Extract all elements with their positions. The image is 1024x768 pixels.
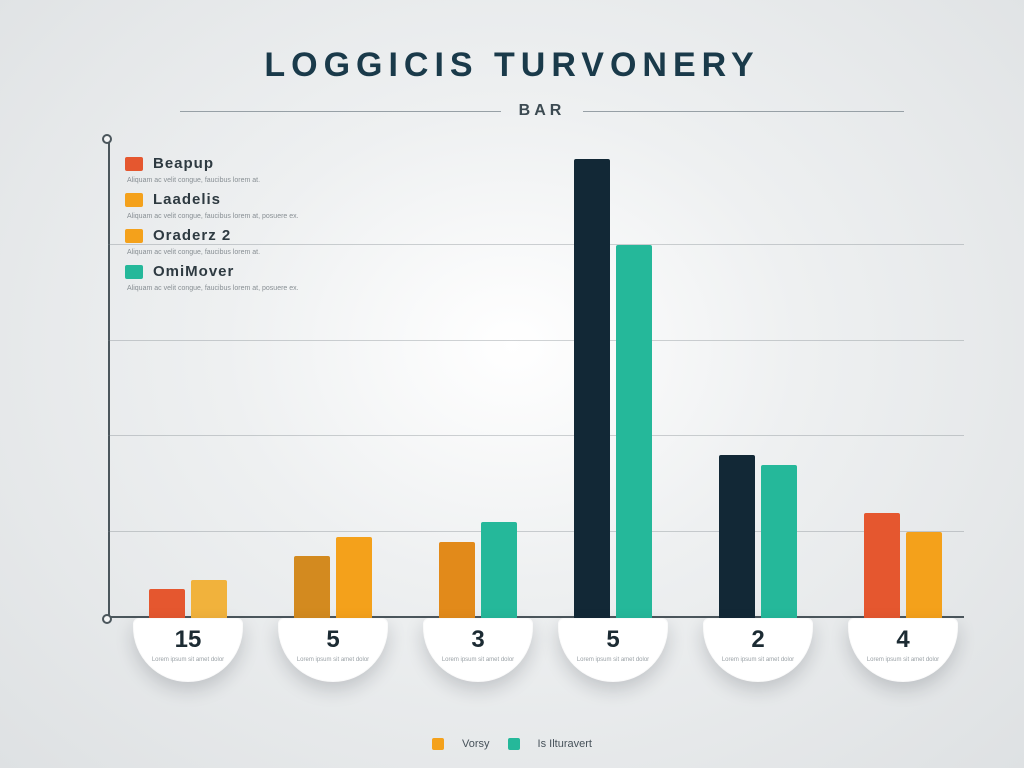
x-category-pill: 5 Lorem ipsum sit amet dolor bbox=[278, 618, 388, 682]
bar-group bbox=[864, 140, 942, 618]
bar bbox=[719, 455, 755, 618]
bar bbox=[294, 556, 330, 618]
bar bbox=[439, 542, 475, 618]
bar bbox=[191, 580, 227, 618]
bar bbox=[616, 245, 652, 618]
x-category-pill: 5 Lorem ipsum sit amet dolor bbox=[558, 618, 668, 682]
footer-legend: Vorsy Is Ilturavert bbox=[0, 738, 1024, 750]
rule-right bbox=[583, 111, 904, 112]
bar-group bbox=[574, 140, 652, 618]
x-category-number: 3 bbox=[431, 626, 525, 654]
bar bbox=[864, 513, 900, 618]
x-category-sub: Lorem ipsum sit amet dolor bbox=[711, 657, 805, 664]
x-category-number: 15 bbox=[141, 626, 235, 654]
x-category-sub: Lorem ipsum sit amet dolor bbox=[856, 657, 950, 664]
bar bbox=[481, 522, 517, 618]
x-category-sub: Lorem ipsum sit amet dolor bbox=[286, 657, 380, 664]
x-category-pill: 2 Lorem ipsum sit amet dolor bbox=[703, 618, 813, 682]
x-category-pill: 3 Lorem ipsum sit amet dolor bbox=[423, 618, 533, 682]
footer-label: Vorsy bbox=[462, 738, 490, 750]
x-category-sub: Lorem ipsum sit amet dolor bbox=[431, 657, 525, 664]
subtitle-row: BAR bbox=[180, 102, 904, 120]
footer-swatch bbox=[432, 738, 444, 750]
bar bbox=[906, 532, 942, 618]
bar-group bbox=[149, 140, 227, 618]
bar bbox=[149, 589, 185, 618]
x-category-sub: Lorem ipsum sit amet dolor bbox=[141, 657, 235, 664]
chart-subtitle: BAR bbox=[519, 102, 566, 120]
chart-title: LOGGICIS TURVONERY bbox=[0, 46, 1024, 85]
x-category-pill: 4 Lorem ipsum sit amet dolor bbox=[848, 618, 958, 682]
bar-group bbox=[439, 140, 517, 618]
rule-left bbox=[180, 111, 501, 112]
bar-group bbox=[719, 140, 797, 618]
bar bbox=[336, 537, 372, 618]
bar-group bbox=[294, 140, 372, 618]
x-category-number: 5 bbox=[286, 626, 380, 654]
footer-swatch bbox=[508, 738, 520, 750]
x-category-pill: 15 Lorem ipsum sit amet dolor bbox=[133, 618, 243, 682]
bar bbox=[574, 159, 610, 618]
x-category-number: 5 bbox=[566, 626, 660, 654]
footer-label: Is Ilturavert bbox=[538, 738, 592, 750]
x-category-number: 2 bbox=[711, 626, 805, 654]
x-category-sub: Lorem ipsum sit amet dolor bbox=[566, 657, 660, 664]
x-categories: 15 Lorem ipsum sit amet dolor 5 Lorem ipsum… bbox=[108, 618, 964, 708]
chart-title-text: LOGGICIS TURVONERY bbox=[264, 46, 759, 84]
plot-area bbox=[108, 140, 964, 618]
x-category-number: 4 bbox=[856, 626, 950, 654]
bar bbox=[761, 465, 797, 618]
